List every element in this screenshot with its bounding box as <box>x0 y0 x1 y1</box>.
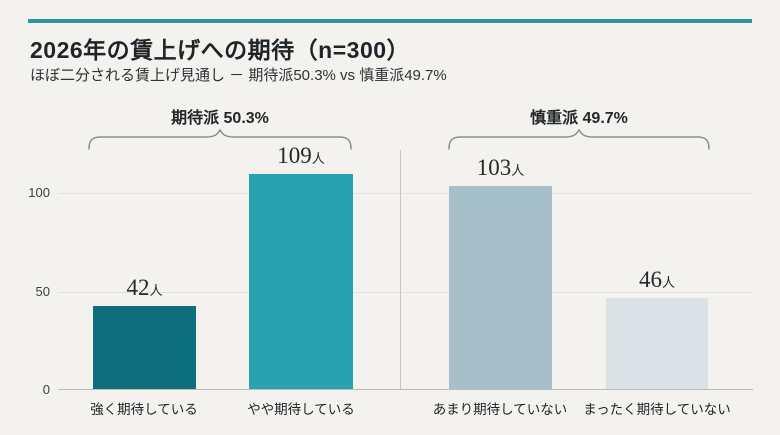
bar-somewhat-expect <box>249 174 353 389</box>
y-axis-tick-0: 0 <box>42 382 50 397</box>
x-axis-line <box>58 389 753 390</box>
bar-not-really-expect <box>449 186 552 389</box>
top-accent-line <box>28 19 752 23</box>
page-subtitle: ほぼ二分される賃上げ見通し － 期待派50.3% vs 慎重派49.7% <box>30 67 447 84</box>
page-title: 2026年の賃上げへの期待（n=300） <box>30 37 411 63</box>
bar-not-at-all-expect <box>606 298 708 389</box>
category-label-not-really-expect: あまり期待していない <box>432 402 568 417</box>
group-divider-line <box>400 150 401 390</box>
gridline-100 <box>58 193 753 194</box>
y-axis-tick-50: 50 <box>35 284 50 299</box>
bracket-right-icon <box>448 129 710 150</box>
group-label-optimists: 期待派 50.3% <box>171 110 269 127</box>
category-label-somewhat-expect: やや期待している <box>247 402 355 417</box>
category-label-not-at-all-expect: まったく期待していない <box>583 402 731 417</box>
bar-value-not-really-expect: 103人 <box>476 155 525 180</box>
bar-chart-plot-area: 42人 109人 103人 46人 <box>58 144 753 390</box>
bar-value-somewhat-expect: 109人 <box>277 143 325 168</box>
bar-strongly-expect <box>93 306 196 389</box>
bracket-left-icon <box>88 129 352 150</box>
gridline-50 <box>58 292 753 293</box>
bar-value-strongly-expect: 42人 <box>126 275 163 300</box>
category-label-strongly-expect: 強く期待している <box>90 402 198 417</box>
bar-value-not-at-all-expect: 46人 <box>638 267 675 292</box>
group-label-cautious: 慎重派 49.7% <box>530 110 628 127</box>
y-axis-tick-100: 100 <box>28 185 50 200</box>
